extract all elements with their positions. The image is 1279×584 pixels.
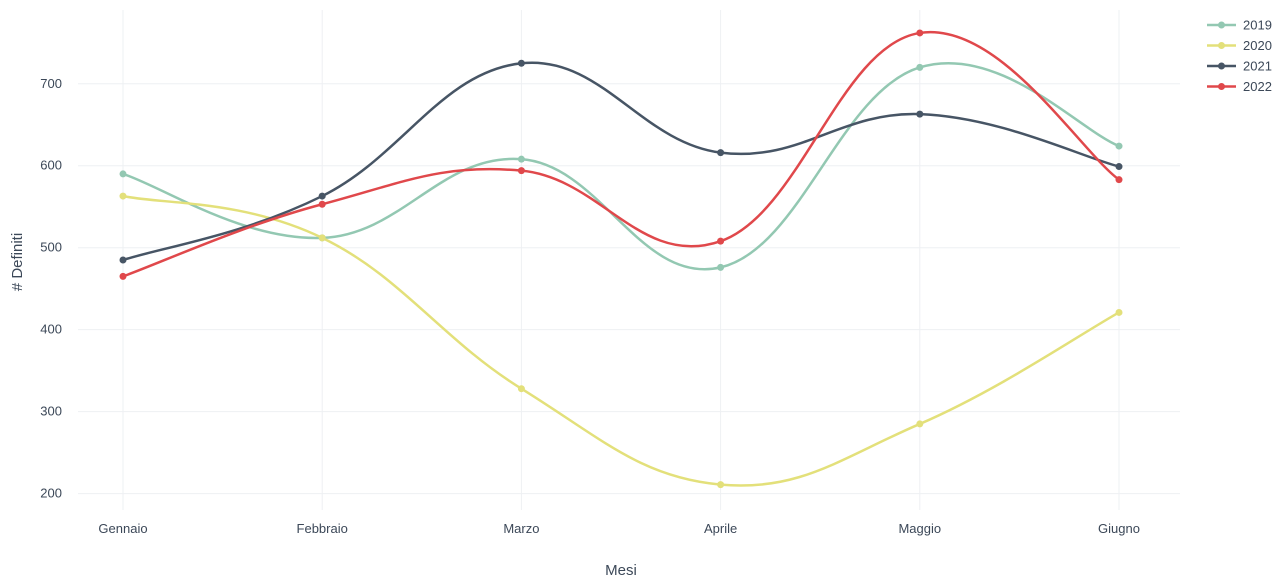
y-tick-label: 200 xyxy=(40,486,62,501)
legend[interactable]: 2019 2020 2021 2022 xyxy=(1207,18,1272,95)
x-axis-title: Mesi xyxy=(605,562,637,579)
x-tick-label: Marzo xyxy=(503,521,539,536)
data-point-2019-gennaio[interactable] xyxy=(119,170,127,178)
series-line-2020[interactable] xyxy=(122,194,1120,487)
legend-item-2022[interactable]: 2022 xyxy=(1207,79,1272,94)
data-point-2021-aprile[interactable] xyxy=(717,149,725,157)
data-point-2021-gennaio[interactable] xyxy=(119,256,127,264)
legend-item-2019[interactable]: 2019 xyxy=(1207,18,1272,33)
legend-marker-2021 xyxy=(1218,62,1225,70)
legend-label: 2021 xyxy=(1243,59,1272,74)
legend-label: 2020 xyxy=(1243,38,1272,53)
grid xyxy=(78,10,1180,510)
data-point-2022-febbraio[interactable] xyxy=(318,200,326,208)
x-axis-ticks: Gennaio Febbraio Marzo Aprile Maggio Giugno xyxy=(98,521,1140,536)
data-point-2022-marzo[interactable] xyxy=(517,167,525,175)
series-points xyxy=(119,29,1123,489)
x-tick-label: Febbraio xyxy=(297,521,348,536)
data-point-2021-febbraio[interactable] xyxy=(318,192,326,200)
legend-marker-2022 xyxy=(1218,83,1225,90)
legend-marker-2020 xyxy=(1218,42,1225,49)
data-point-2021-marzo[interactable] xyxy=(517,59,525,67)
y-tick-label: 400 xyxy=(40,322,62,337)
x-tick-label: Maggio xyxy=(898,521,941,536)
y-tick-label: 700 xyxy=(40,76,62,91)
data-point-2022-maggio[interactable] xyxy=(916,29,924,37)
data-point-2019-marzo[interactable] xyxy=(517,155,525,163)
series-line-2019[interactable] xyxy=(122,61,1120,271)
data-point-2020-giugno[interactable] xyxy=(1115,308,1123,316)
series-lines xyxy=(122,30,1120,487)
data-point-2019-aprile[interactable] xyxy=(717,263,725,271)
data-point-2020-maggio[interactable] xyxy=(916,420,924,428)
series-line-2022[interactable] xyxy=(122,30,1120,278)
data-point-2019-maggio[interactable] xyxy=(916,63,924,71)
data-point-2021-maggio[interactable] xyxy=(916,110,924,118)
data-point-2021-giugno[interactable] xyxy=(1115,163,1123,171)
data-point-2022-gennaio[interactable] xyxy=(119,272,127,280)
x-tick-label: Giugno xyxy=(1098,521,1140,536)
data-point-2019-giugno[interactable] xyxy=(1115,142,1123,150)
legend-label: 2022 xyxy=(1243,79,1272,94)
y-tick-label: 600 xyxy=(40,158,62,173)
data-point-2022-giugno[interactable] xyxy=(1115,176,1123,184)
y-tick-label: 300 xyxy=(40,404,62,419)
y-axis-title: # Definiti xyxy=(9,233,26,291)
y-tick-label: 500 xyxy=(40,240,62,255)
legend-item-2021[interactable]: 2021 xyxy=(1207,59,1272,74)
series-line-2021[interactable] xyxy=(122,61,1120,262)
x-tick-label: Gennaio xyxy=(98,521,147,536)
data-point-2022-aprile[interactable] xyxy=(717,237,725,245)
legend-marker-2019 xyxy=(1218,21,1225,29)
data-point-2020-gennaio[interactable] xyxy=(119,192,127,200)
legend-label: 2019 xyxy=(1243,18,1272,33)
data-point-2020-febbraio[interactable] xyxy=(318,234,326,242)
data-point-2020-marzo[interactable] xyxy=(517,385,525,393)
legend-item-2020[interactable]: 2020 xyxy=(1207,38,1272,53)
data-point-2020-aprile[interactable] xyxy=(717,481,725,489)
x-tick-label: Aprile xyxy=(704,521,737,536)
y-axis-ticks: 200 300 400 500 600 700 xyxy=(40,76,62,501)
